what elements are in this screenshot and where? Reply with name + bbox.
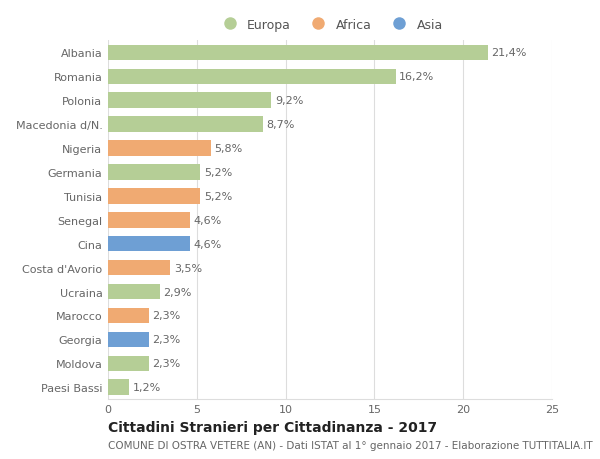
Text: 2,3%: 2,3% bbox=[152, 335, 181, 345]
Text: 9,2%: 9,2% bbox=[275, 96, 304, 106]
Text: 21,4%: 21,4% bbox=[491, 48, 527, 58]
Bar bbox=[108, 284, 160, 300]
Bar bbox=[108, 380, 130, 395]
Bar bbox=[108, 236, 190, 252]
Bar bbox=[108, 356, 149, 371]
Text: 5,2%: 5,2% bbox=[204, 191, 232, 202]
Text: 4,6%: 4,6% bbox=[193, 239, 221, 249]
Bar bbox=[108, 260, 170, 276]
Text: 4,6%: 4,6% bbox=[193, 215, 221, 225]
Legend: Europa, Africa, Asia: Europa, Africa, Asia bbox=[217, 18, 443, 32]
Text: 3,5%: 3,5% bbox=[174, 263, 202, 273]
Text: 2,9%: 2,9% bbox=[163, 287, 191, 297]
Bar bbox=[108, 117, 263, 133]
Text: 8,7%: 8,7% bbox=[266, 120, 295, 130]
Bar bbox=[108, 189, 200, 204]
Bar bbox=[108, 141, 211, 157]
Text: 2,3%: 2,3% bbox=[152, 358, 181, 369]
Text: Cittadini Stranieri per Cittadinanza - 2017: Cittadini Stranieri per Cittadinanza - 2… bbox=[108, 420, 437, 434]
Bar bbox=[108, 308, 149, 324]
Text: 5,8%: 5,8% bbox=[215, 144, 243, 154]
Bar bbox=[108, 93, 271, 109]
Text: COMUNE DI OSTRA VETERE (AN) - Dati ISTAT al 1° gennaio 2017 - Elaborazione TUTTI: COMUNE DI OSTRA VETERE (AN) - Dati ISTAT… bbox=[108, 440, 593, 450]
Text: 5,2%: 5,2% bbox=[204, 168, 232, 178]
Bar bbox=[108, 69, 396, 85]
Bar bbox=[108, 45, 488, 61]
Bar bbox=[108, 165, 200, 180]
Bar bbox=[108, 332, 149, 347]
Text: 1,2%: 1,2% bbox=[133, 382, 161, 392]
Text: 16,2%: 16,2% bbox=[399, 72, 434, 82]
Bar bbox=[108, 213, 190, 228]
Text: 2,3%: 2,3% bbox=[152, 311, 181, 321]
